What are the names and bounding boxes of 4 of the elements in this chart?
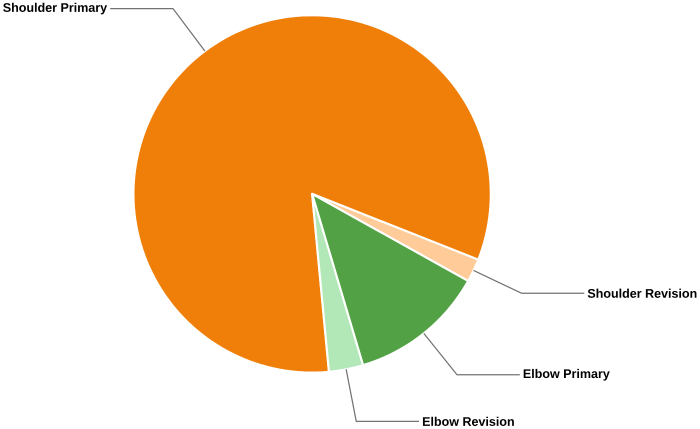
slice-label: Shoulder Revision (588, 288, 696, 298)
slice-label: Elbow Primary (524, 369, 610, 381)
slice-label: Shoulder Primary (3, 2, 108, 15)
slice-label: Elbow Revision (422, 416, 514, 426)
